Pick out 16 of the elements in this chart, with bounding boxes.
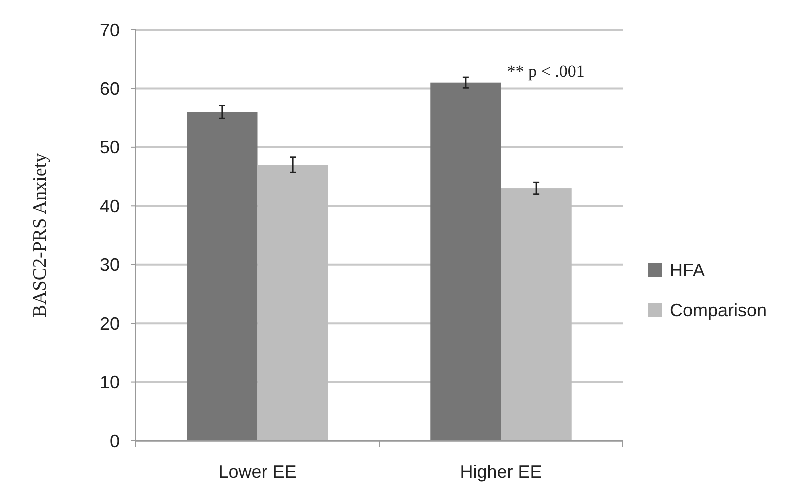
- bar: [187, 112, 258, 441]
- legend-label: HFA: [670, 260, 706, 280]
- y-tick-label: 30: [100, 255, 120, 276]
- y-tick-label: 0: [110, 431, 120, 452]
- annotation: ** p < .001: [507, 62, 585, 81]
- bar: [430, 82, 502, 441]
- x-tick-label: Higher EE: [460, 462, 542, 482]
- y-tick-label: 70: [100, 20, 120, 40]
- y-tick-label: 10: [100, 372, 120, 393]
- y-tick-label: 20: [100, 314, 120, 334]
- y-axis-title: BASC2-PRS Anxiety: [30, 152, 51, 318]
- x-tick-label: Lower EE: [218, 462, 297, 482]
- y-tick-label: 60: [100, 79, 120, 100]
- legend-label: Comparison: [670, 300, 768, 320]
- y-tick-label: 50: [100, 138, 120, 158]
- y-tick-label: 40: [100, 196, 120, 216]
